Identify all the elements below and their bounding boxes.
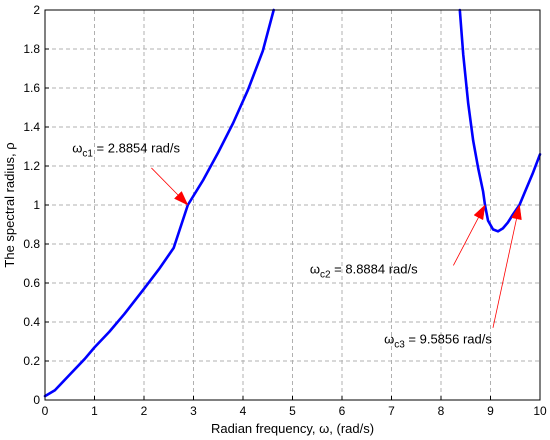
annotation-value: = 8.8884 rad/s xyxy=(331,261,419,276)
axis-ticks: 0 1 2 3 4 5 6 7 8 9 10 0 0.2 0.4 0.6 0.8 1 1.2 1.4 1.6 1.8 2 xyxy=(23,3,547,418)
y-tick-label: 0.6 xyxy=(23,276,40,290)
annotation-arrow-line xyxy=(453,217,479,266)
annotation-subscript: c2 xyxy=(320,269,331,280)
annotation-subscript: c3 xyxy=(394,339,405,350)
annotation-value: = 2.8854 rad/s xyxy=(93,140,181,155)
annotation-label: ωc1 = 2.8854 rad/s xyxy=(72,140,180,159)
series-line-segment xyxy=(458,8,542,233)
series-line-segment xyxy=(43,8,275,398)
y-tick-label: 0.8 xyxy=(23,237,40,251)
y-tick-label: 0 xyxy=(33,393,40,407)
y-tick-label: 2 xyxy=(33,3,40,17)
grid xyxy=(45,10,540,400)
annotation-arrow-head xyxy=(174,191,189,206)
annotation-label: ωc3 = 9.5856 rad/s xyxy=(384,331,492,350)
annotation-arrow-head xyxy=(473,204,486,221)
annotation-omega: ω xyxy=(310,261,320,276)
x-axis-label: Radian frequency, ω, (rad/s) xyxy=(211,421,374,436)
x-tick-label: 6 xyxy=(339,404,346,418)
annotation-value: = 9.5856 rad/s xyxy=(405,331,493,346)
annotation-arrow-line xyxy=(151,167,179,196)
annotation-arrow-line xyxy=(492,218,517,328)
y-tick-label: 0.2 xyxy=(23,354,40,368)
annotation-arrow-head xyxy=(511,204,522,221)
y-tick-label: 0.4 xyxy=(23,315,40,329)
y-tick-label: 1 xyxy=(33,198,40,212)
annotation-omega: ω xyxy=(384,331,394,346)
x-tick-label: 7 xyxy=(388,404,395,418)
x-tick-label: 3 xyxy=(190,404,197,418)
y-tick-label: 1.8 xyxy=(23,42,40,56)
x-tick-label: 4 xyxy=(240,404,247,418)
x-tick-label: 8 xyxy=(438,404,445,418)
x-tick-label: 5 xyxy=(289,404,296,418)
y-tick-label: 1.4 xyxy=(23,120,40,134)
x-tick-label: 2 xyxy=(141,404,148,418)
annotation-label: ωc2 = 8.8884 rad/s xyxy=(310,261,418,280)
annotation-subscript: c1 xyxy=(82,148,93,159)
x-tick-label: 0 xyxy=(42,404,49,418)
x-tick-label: 1 xyxy=(91,404,98,418)
annotation-omega: ω xyxy=(72,140,82,155)
x-tick-label: 10 xyxy=(533,404,547,418)
y-axis-label: The spectral radius, ρ xyxy=(2,142,17,267)
x-tick-label: 9 xyxy=(487,404,494,418)
y-tick-label: 1.6 xyxy=(23,81,40,95)
series-lines xyxy=(43,8,542,398)
y-tick-label: 1.2 xyxy=(23,159,40,173)
